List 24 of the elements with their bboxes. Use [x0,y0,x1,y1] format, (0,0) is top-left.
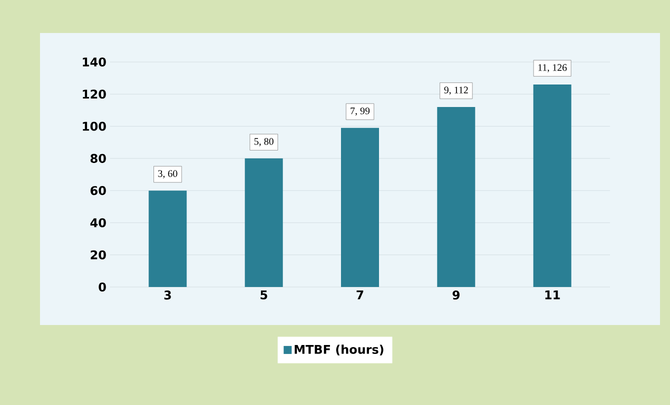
data-label: 11, 126 [538,64,567,72]
x-tick-label: 7 [356,290,364,300]
bar [533,84,572,287]
x-tick-label: 9 [452,290,460,300]
x-tick-label: 3 [164,290,171,300]
y-tick-label: 0 [98,282,106,292]
bar [244,158,283,287]
bar [148,190,187,287]
bar [341,128,379,287]
bar [437,106,476,287]
y-tick-label: 80 [90,154,106,163]
data-label: 7, 99 [350,108,370,116]
y-tick-label: 120 [82,90,106,99]
y-tick-label: 100 [82,122,106,131]
y-tick-label: 40 [90,218,106,228]
data-label: 5, 80 [254,138,274,146]
y-tick-label: 60 [90,186,106,196]
y-tick-label: 20 [90,250,106,260]
y-tick-label: 140 [82,57,106,67]
x-tick-label: 5 [260,290,268,300]
data-label: 3, 60 [158,170,178,178]
legend-label: MTBF (hours) [294,344,384,356]
data-label: 9, 112 [444,86,468,95]
x-tick-label: 11 [545,290,560,300]
